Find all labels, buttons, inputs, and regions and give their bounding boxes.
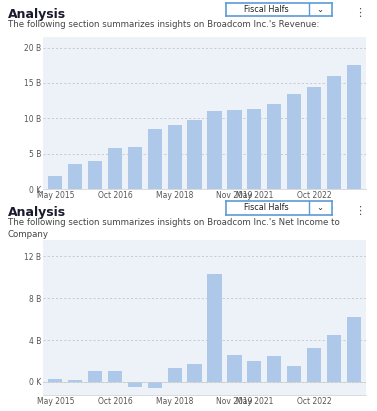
Text: Analysis: Analysis xyxy=(8,8,66,21)
Text: ⌄: ⌄ xyxy=(317,5,323,14)
Bar xyxy=(327,76,341,189)
Text: The following section summarizes insights on Broadcom Inc.'s Revenue:: The following section summarizes insight… xyxy=(8,20,319,29)
Bar xyxy=(148,129,162,189)
Bar xyxy=(108,148,122,189)
Bar xyxy=(207,274,222,382)
Bar xyxy=(48,379,63,382)
Text: Fiscal Halfs: Fiscal Halfs xyxy=(244,5,289,14)
Bar xyxy=(247,109,261,189)
Text: ⌄: ⌄ xyxy=(317,203,323,212)
Bar xyxy=(108,372,122,382)
Bar xyxy=(187,364,202,382)
Bar xyxy=(128,147,142,189)
Bar xyxy=(68,164,82,189)
Text: ⋮: ⋮ xyxy=(354,8,366,18)
Text: The following section summarizes insights on Broadcom Inc.'s Net Income to
Compa: The following section summarizes insight… xyxy=(8,218,339,239)
Bar xyxy=(267,356,281,382)
Bar xyxy=(287,94,301,189)
Bar xyxy=(68,380,82,382)
Text: Analysis: Analysis xyxy=(8,206,66,219)
Bar xyxy=(307,86,321,189)
Text: Fiscal Halfs: Fiscal Halfs xyxy=(244,203,289,212)
Bar xyxy=(227,110,242,189)
Bar xyxy=(167,125,182,189)
Bar xyxy=(287,366,301,382)
Bar xyxy=(88,161,102,189)
Bar xyxy=(48,176,63,189)
Bar xyxy=(346,317,361,382)
Bar xyxy=(148,382,162,388)
Bar xyxy=(327,335,341,382)
Bar xyxy=(88,372,102,382)
Text: ⋮: ⋮ xyxy=(354,206,366,216)
Bar xyxy=(307,349,321,382)
Bar xyxy=(128,382,142,387)
Bar xyxy=(167,368,182,382)
Bar xyxy=(346,65,361,189)
Bar xyxy=(247,361,261,382)
Bar xyxy=(187,120,202,189)
Bar xyxy=(267,104,281,189)
Bar xyxy=(207,111,222,189)
Bar xyxy=(227,355,242,382)
